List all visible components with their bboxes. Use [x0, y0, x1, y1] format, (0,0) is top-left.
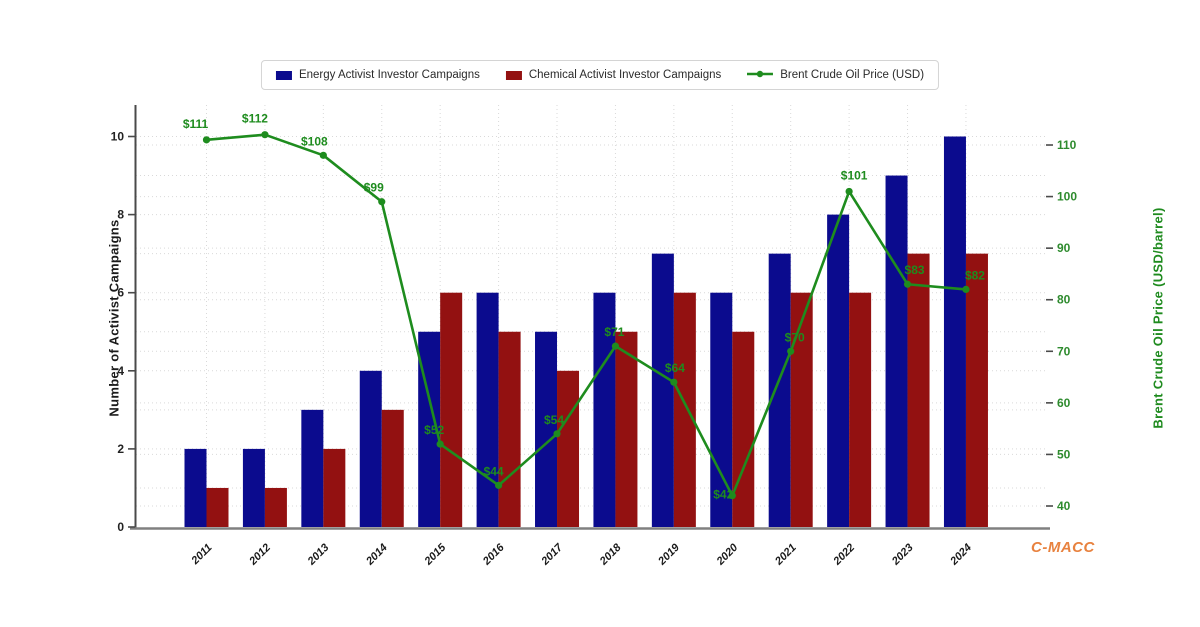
x-tick-label-2011: 2011	[189, 542, 215, 568]
right-tick-label-70: 70	[1057, 344, 1071, 358]
bar-energy-2020[interactable]	[710, 292, 733, 527]
oil-price-line[interactable]	[206, 133, 967, 497]
bar-chemical-2015[interactable]	[440, 292, 463, 527]
bar-chemical-2018[interactable]	[615, 331, 638, 527]
bar-chemical-2021[interactable]	[790, 292, 813, 527]
right-tick-label-80: 80	[1057, 293, 1071, 307]
oil-marker-2013[interactable]	[319, 151, 327, 159]
right-tick-label-110: 110	[1057, 138, 1077, 152]
bar-energy-2017[interactable]	[535, 331, 558, 527]
oil-marker-2014[interactable]	[378, 198, 386, 206]
right-axis-title: Brent Crude Oil Price (USD/barrel)	[1150, 207, 1166, 429]
oil-price-label-2021: $70	[785, 330, 805, 344]
energy-swatch-icon	[275, 70, 292, 80]
x-tick-label-2024: 2024	[948, 542, 975, 569]
legend-label-brent: Brent Crude Oil Price (USD)	[780, 69, 925, 81]
x-tick-label-2020: 2020	[714, 541, 741, 568]
left-tick-label-0: 0	[117, 520, 124, 534]
bar-energy-2019[interactable]	[651, 253, 674, 527]
oil-marker-2021[interactable]	[787, 347, 795, 355]
oil-marker-2022[interactable]	[845, 187, 853, 196]
legend-label-oil-line: Chemical Activist Investor Campaigns	[528, 69, 722, 81]
x-tick-label-2019: 2019	[655, 541, 682, 568]
bar-chemical-2014[interactable]	[381, 409, 404, 527]
bar-chemical-2024[interactable]	[965, 253, 988, 527]
bar-energy-2016[interactable]	[476, 292, 499, 527]
oil-marker-2023[interactable]	[903, 280, 912, 288]
bar-energy-2012[interactable]	[242, 448, 265, 527]
legend-label-energy: Energy Activist Investor Campaigns	[298, 69, 480, 81]
line-marker-icon	[747, 66, 774, 84]
bar-energy-2018[interactable]	[593, 292, 616, 527]
right-tick-label-40: 40	[1057, 499, 1071, 513]
right-tick-label-60: 60	[1057, 396, 1071, 410]
bar-chemical-2022[interactable]	[849, 292, 872, 527]
oil-price-label-2024: $82	[965, 268, 985, 282]
bar-energy-2014[interactable]	[359, 370, 382, 527]
oil-marker-2012[interactable]	[261, 131, 269, 139]
oil-marker-2017[interactable]	[553, 430, 561, 438]
bar-chemical-2019[interactable]	[673, 292, 696, 527]
bar-chemical-2011[interactable]	[206, 487, 229, 527]
x-tick-label-2014: 2014	[363, 542, 390, 569]
bar-chemical-2023[interactable]	[907, 253, 930, 527]
oil-price-label-2016: $44	[484, 464, 504, 478]
oil-marker-2020[interactable]	[728, 492, 736, 500]
x-tick-label-2013: 2013	[305, 542, 332, 569]
bar-chemical-2012[interactable]	[264, 487, 287, 527]
right-tick-label-100: 100	[1057, 190, 1077, 204]
oil-price-label-2013: $108	[301, 134, 328, 148]
left-tick-label-6: 6	[117, 286, 124, 300]
x-tick-label-2017: 2017	[539, 541, 566, 568]
bar-chemical-2016[interactable]	[498, 331, 521, 527]
left-tick-label-2: 2	[117, 442, 124, 456]
legend-item-chemical[interactable]: Chemical Activist Investor Campaigns	[505, 69, 722, 81]
x-tick-label-2021: 2021	[772, 542, 799, 569]
chemical-swatch-icon	[505, 70, 522, 80]
bar-energy-2022[interactable]	[827, 214, 850, 527]
bar-energy-2013[interactable]	[301, 409, 324, 527]
x-tick-label-2016: 2016	[480, 541, 507, 568]
right-tick-label-90: 90	[1057, 241, 1071, 255]
legend-item-energy[interactable]: Energy Activist Investor Campaigns	[275, 69, 480, 81]
oil-marker-2015[interactable]	[436, 440, 444, 448]
bar-chemical-2013[interactable]	[323, 448, 346, 527]
left-tick-label-10: 10	[111, 130, 125, 144]
oil-price-label-2023: $83	[905, 263, 925, 277]
oil-price-label-2019: $64	[665, 361, 685, 375]
left-tick-label-8: 8	[117, 208, 124, 222]
oil-price-label-2011: $111	[183, 117, 209, 131]
oil-price-label-2015: $52	[424, 423, 444, 437]
oil-price-label-2022: $101	[841, 168, 868, 182]
oil-marker-2019[interactable]	[670, 378, 678, 386]
left-axis-title: Number of Activist Campaigns	[106, 219, 122, 417]
legend-item-brent[interactable]: Brent Crude Oil Price (USD)	[747, 66, 924, 84]
x-tick-label-2022: 2022	[831, 542, 858, 569]
oil-marker-2011[interactable]	[202, 136, 211, 144]
watermark: C-MACC	[1031, 539, 1095, 556]
oil-price-label-2018: $71	[604, 325, 624, 339]
oil-marker-2016[interactable]	[495, 481, 503, 489]
bar-energy-2024[interactable]	[943, 136, 966, 528]
x-tick-label-2018: 2018	[597, 541, 624, 568]
bar-chemical-2020[interactable]	[732, 331, 755, 527]
right-tick-label-50: 50	[1057, 447, 1071, 461]
bar-energy-2011[interactable]	[184, 448, 207, 527]
oil-price-label-2012: $112	[242, 112, 268, 126]
x-tick-label-2015: 2015	[422, 541, 449, 568]
oil-marker-2018[interactable]	[611, 342, 620, 350]
bar-energy-2023[interactable]	[885, 175, 908, 528]
oil-marker-2024[interactable]	[962, 285, 970, 294]
oil-price-label-2014: $99	[364, 181, 384, 195]
x-tick-label-2023: 2023	[889, 542, 916, 569]
bar-chemical-2017[interactable]	[557, 370, 580, 527]
left-tick-label-4: 4	[117, 364, 124, 378]
oil-price-label-2017: $54	[544, 413, 564, 427]
x-tick-label-2012: 2012	[247, 542, 274, 569]
bar-energy-2021[interactable]	[768, 253, 791, 527]
oil-price-label-2020: $42	[713, 488, 733, 502]
legend: Energy Activist Investor Campaigns Chemi…	[260, 60, 940, 90]
